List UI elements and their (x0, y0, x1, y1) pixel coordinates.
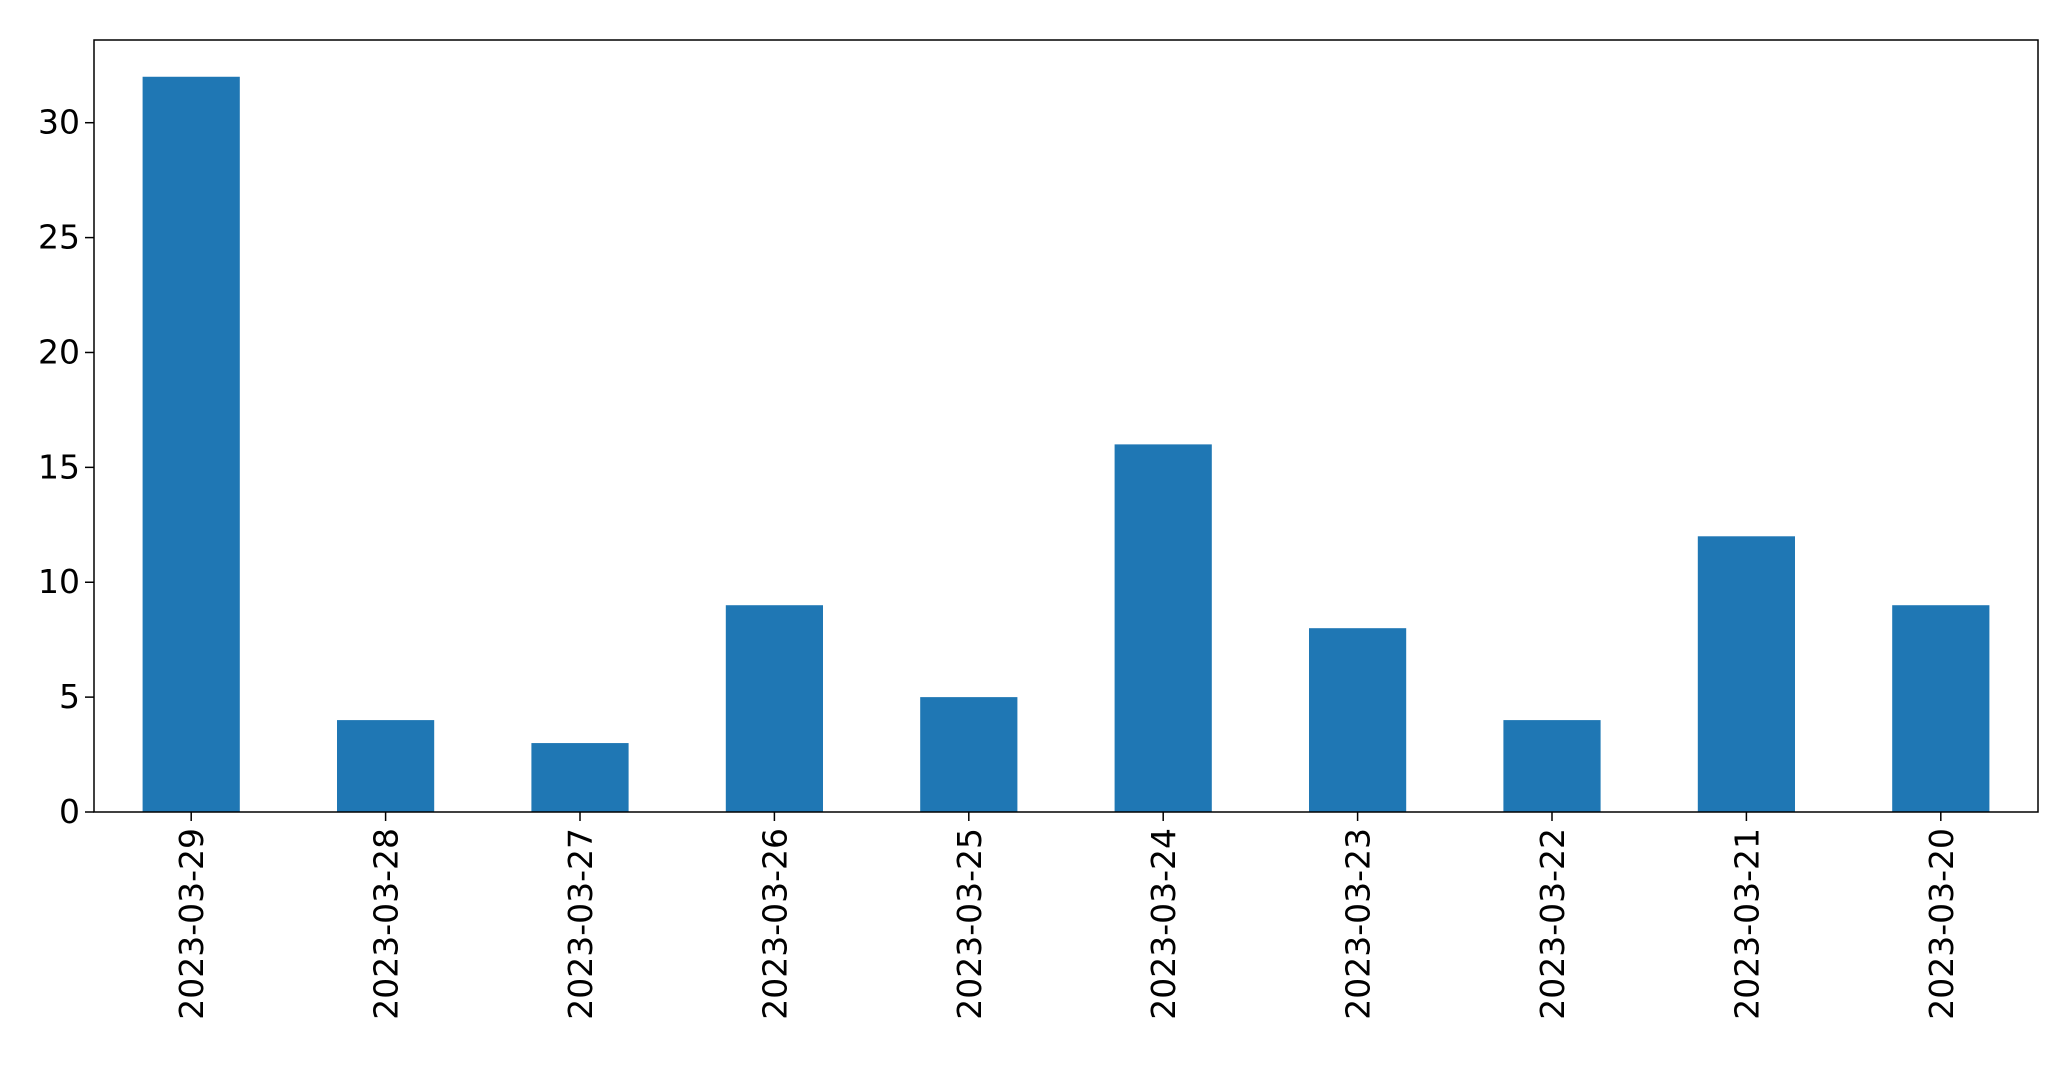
bar-2023-03-23 (1309, 628, 1407, 812)
x-axis: 2023-03-29 2023-03-28 2023-03-27 2023-03-26… (172, 812, 1961, 1020)
y-axis: 0 5 10 15 20 25 30 (38, 103, 94, 831)
x-tick-label: 2023-03-21 (1727, 828, 1766, 1020)
y-tick-label: 30 (38, 103, 80, 142)
y-tick-label: 15 (38, 447, 80, 486)
x-tick-label: 2023-03-25 (950, 828, 989, 1020)
bars-layer (142, 76, 1990, 812)
y-tick-label: 25 (38, 218, 80, 257)
bar-2023-03-24 (1114, 444, 1212, 812)
x-tick-label: 2023-03-26 (755, 828, 794, 1020)
bar-2023-03-29 (142, 76, 240, 812)
x-tick-label: 2023-03-20 (1922, 828, 1961, 1020)
x-tick-label: 2023-03-22 (1533, 828, 1572, 1020)
y-tick-label: 0 (59, 792, 80, 831)
bar-2023-03-27 (531, 743, 629, 812)
bar-2023-03-26 (725, 605, 823, 812)
bar-2023-03-21 (1697, 536, 1795, 812)
plot-frame (93, 39, 2039, 813)
bar-2023-03-22 (1503, 720, 1601, 812)
x-tick-label: 2023-03-23 (1339, 828, 1378, 1020)
bar-2023-03-20 (1892, 605, 1990, 812)
y-tick-label: 10 (38, 562, 80, 601)
bar-2023-03-25 (920, 697, 1018, 812)
bar-2023-03-28 (337, 720, 435, 812)
x-tick-label: 2023-03-24 (1144, 828, 1183, 1020)
y-tick-label: 5 (59, 677, 80, 716)
x-tick-label: 2023-03-29 (172, 828, 211, 1020)
y-tick-label: 20 (38, 332, 80, 371)
x-tick-label: 2023-03-27 (561, 828, 600, 1020)
x-tick-label: 2023-03-28 (367, 828, 406, 1020)
